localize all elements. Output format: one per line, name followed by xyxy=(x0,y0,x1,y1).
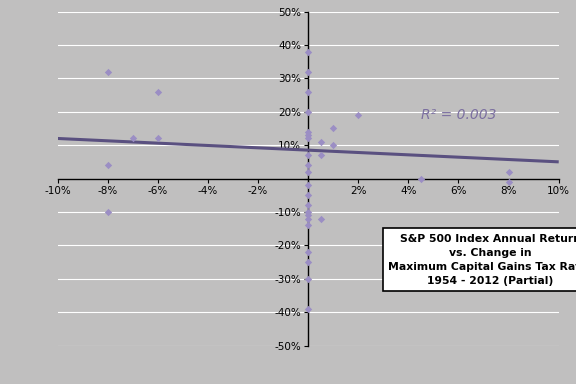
Point xyxy=(304,222,313,228)
Point xyxy=(416,175,426,182)
Point xyxy=(304,209,313,215)
Point xyxy=(304,249,313,255)
Point xyxy=(153,89,162,95)
Point xyxy=(304,306,313,312)
Point xyxy=(103,162,112,168)
Point xyxy=(304,182,313,188)
Point xyxy=(128,136,137,142)
Point xyxy=(304,276,313,282)
Point xyxy=(504,169,513,175)
Point xyxy=(304,152,313,158)
Point xyxy=(304,89,313,95)
Point xyxy=(304,259,313,265)
Point xyxy=(103,209,112,215)
Point xyxy=(304,215,313,222)
Point xyxy=(504,179,513,185)
Point xyxy=(304,132,313,138)
Point xyxy=(316,215,325,222)
Text: R² = 0.003: R² = 0.003 xyxy=(421,108,497,122)
Point xyxy=(304,162,313,168)
Point xyxy=(328,125,338,131)
Point xyxy=(316,152,325,158)
Point xyxy=(304,109,313,115)
Point xyxy=(103,69,112,75)
Point xyxy=(328,142,338,148)
Point xyxy=(304,202,313,209)
Point xyxy=(304,129,313,135)
Point xyxy=(304,48,313,55)
Point xyxy=(316,139,325,145)
Point xyxy=(304,69,313,75)
Point xyxy=(304,136,313,142)
Point xyxy=(304,169,313,175)
Point xyxy=(304,192,313,199)
Text: S&P 500 Index Annual Return
vs. Change in
Maximum Capital Gains Tax Rate:
1954 -: S&P 500 Index Annual Return vs. Change i… xyxy=(388,234,576,286)
Point xyxy=(153,136,162,142)
Point xyxy=(304,212,313,218)
Point xyxy=(354,112,363,118)
